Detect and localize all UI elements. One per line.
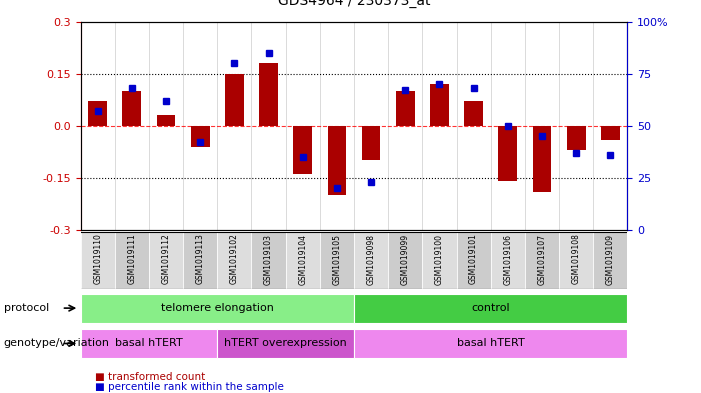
Bar: [396, 91, 415, 126]
Text: basal hTERT: basal hTERT: [457, 338, 524, 349]
Bar: [217, 329, 354, 358]
Bar: [422, 232, 456, 289]
Text: GSM1019110: GSM1019110: [93, 233, 102, 285]
Text: GSM1019106: GSM1019106: [503, 233, 512, 285]
Bar: [183, 232, 217, 289]
Bar: [601, 126, 620, 140]
Text: protocol: protocol: [4, 303, 49, 313]
Bar: [320, 232, 354, 289]
Bar: [156, 116, 175, 126]
Bar: [123, 91, 142, 126]
Bar: [149, 232, 183, 289]
Bar: [293, 126, 312, 174]
Text: GSM1019098: GSM1019098: [367, 233, 376, 285]
Bar: [354, 294, 627, 323]
Text: telomere elongation: telomere elongation: [161, 303, 274, 313]
Bar: [115, 232, 149, 289]
Bar: [81, 294, 354, 323]
Text: GSM1019103: GSM1019103: [264, 233, 273, 285]
Bar: [456, 232, 491, 289]
Text: GSM1019100: GSM1019100: [435, 233, 444, 285]
Bar: [354, 329, 627, 358]
Bar: [225, 73, 244, 126]
Bar: [81, 232, 115, 289]
Bar: [430, 84, 449, 126]
Text: ■ percentile rank within the sample: ■ percentile rank within the sample: [95, 382, 283, 392]
Text: GSM1019099: GSM1019099: [401, 233, 410, 285]
Text: GSM1019111: GSM1019111: [128, 233, 137, 284]
Text: GDS4964 / 230373_at: GDS4964 / 230373_at: [278, 0, 430, 8]
Text: GSM1019113: GSM1019113: [196, 233, 205, 285]
Bar: [217, 232, 252, 289]
Text: control: control: [471, 303, 510, 313]
Text: hTERT overexpression: hTERT overexpression: [224, 338, 347, 349]
Bar: [327, 126, 346, 195]
Text: GSM1019104: GSM1019104: [298, 233, 307, 285]
Bar: [464, 101, 483, 126]
Text: GSM1019112: GSM1019112: [161, 233, 170, 284]
Text: GSM1019108: GSM1019108: [571, 233, 580, 285]
Text: GSM1019107: GSM1019107: [538, 233, 547, 285]
Bar: [354, 232, 388, 289]
Bar: [525, 232, 559, 289]
Text: genotype/variation: genotype/variation: [4, 338, 109, 349]
Bar: [191, 126, 210, 147]
Bar: [388, 232, 422, 289]
Text: basal hTERT: basal hTERT: [115, 338, 183, 349]
Bar: [252, 232, 286, 289]
Text: ■ transformed count: ■ transformed count: [95, 372, 205, 382]
Bar: [81, 329, 217, 358]
Bar: [259, 63, 278, 126]
Text: GSM1019102: GSM1019102: [230, 233, 239, 285]
Bar: [491, 232, 525, 289]
Text: GSM1019109: GSM1019109: [606, 233, 615, 285]
Text: GSM1019105: GSM1019105: [332, 233, 341, 285]
Bar: [88, 101, 107, 126]
Bar: [566, 126, 585, 150]
Bar: [593, 232, 627, 289]
Bar: [533, 126, 552, 192]
Text: GSM1019101: GSM1019101: [469, 233, 478, 285]
Bar: [286, 232, 320, 289]
Bar: [559, 232, 593, 289]
Bar: [498, 126, 517, 181]
Bar: [362, 126, 381, 160]
